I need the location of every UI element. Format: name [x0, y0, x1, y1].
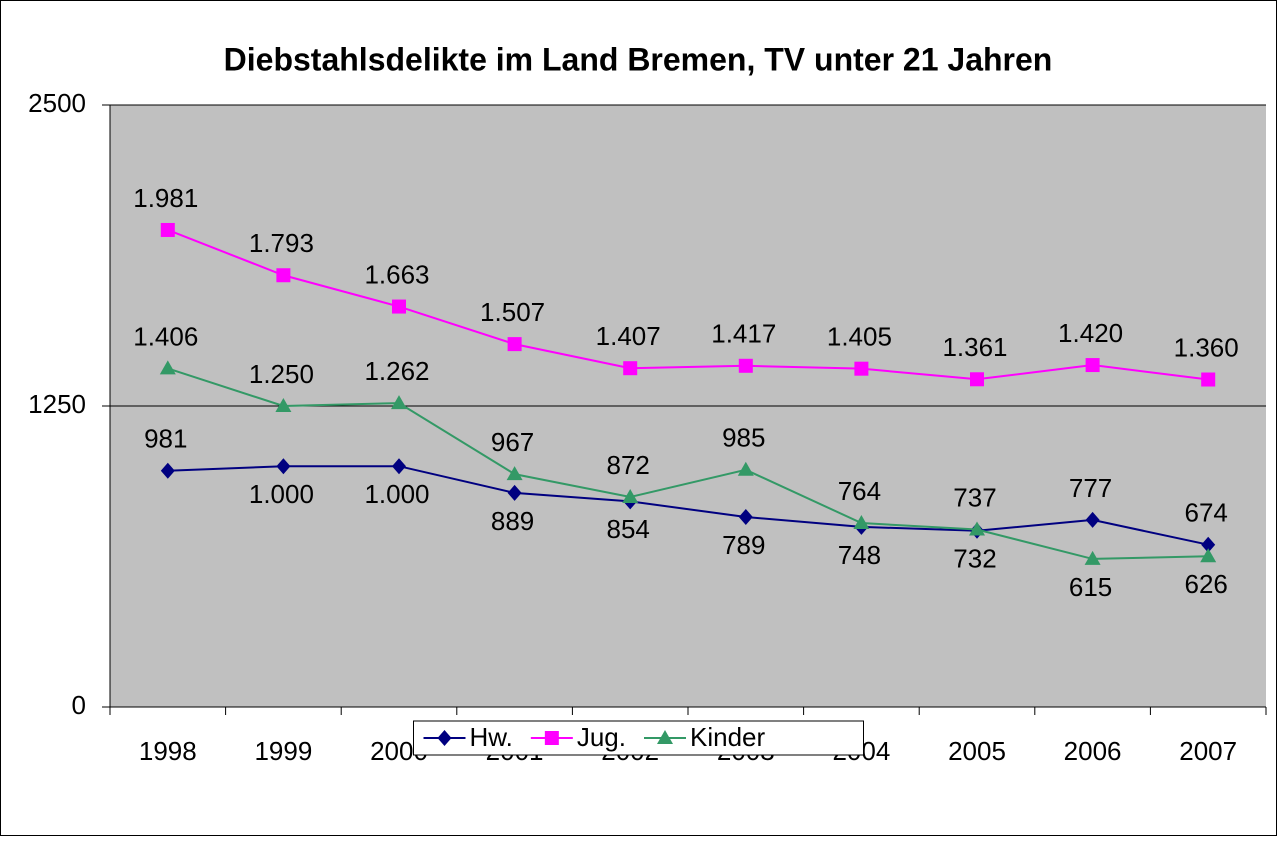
marker	[738, 358, 753, 373]
data-label: 789	[722, 530, 765, 560]
data-label: 626	[1185, 569, 1228, 599]
data-label: 1.250	[249, 359, 314, 389]
data-label: 1.793	[249, 228, 314, 258]
y-tick-label: 2500	[28, 88, 86, 118]
marker	[1200, 548, 1217, 563]
marker	[622, 489, 639, 504]
marker	[160, 462, 175, 479]
data-label: 1.262	[364, 356, 429, 386]
series-line	[167, 229, 1209, 381]
marker	[1085, 511, 1100, 528]
series	[160, 222, 1216, 387]
data-label: 854	[607, 514, 650, 544]
x-tick-label: 2005	[948, 736, 1006, 766]
marker	[507, 484, 522, 501]
x-tick-label: 2006	[1064, 736, 1122, 766]
marker	[854, 361, 869, 376]
x-tick-label: 1999	[254, 736, 312, 766]
data-label: 872	[607, 450, 650, 480]
marker	[275, 398, 292, 412]
data-label: 1.405	[827, 322, 892, 352]
legend-label: Kinder	[690, 722, 765, 752]
marker	[969, 521, 985, 536]
marker	[507, 337, 522, 352]
data-label: 967	[491, 427, 534, 457]
data-label: 764	[838, 476, 881, 506]
marker	[970, 372, 984, 387]
data-label: 1.000	[364, 479, 429, 509]
marker	[392, 299, 406, 314]
marker	[1201, 536, 1216, 553]
data-label: 737	[953, 482, 996, 512]
marker	[276, 458, 291, 475]
data-label: 732	[953, 544, 996, 574]
data-label: 1.507	[480, 297, 545, 327]
series-line	[167, 367, 1209, 560]
data-label: 748	[838, 540, 881, 570]
legend-label: Jug.	[577, 722, 626, 752]
legend-box	[413, 720, 864, 756]
marker	[623, 361, 638, 376]
data-label: 1.420	[1058, 318, 1123, 348]
data-label: 985	[722, 423, 765, 453]
marker	[853, 515, 870, 530]
marker	[738, 509, 753, 526]
y-tick-label: 1250	[28, 389, 86, 419]
series	[160, 458, 1216, 553]
y-tick-label: 0	[72, 690, 86, 720]
data-label: 674	[1185, 498, 1228, 528]
marker	[391, 395, 407, 410]
data-label: 1.000	[249, 479, 314, 509]
series	[159, 360, 1217, 565]
marker	[392, 458, 406, 475]
marker	[544, 731, 559, 745]
marker	[737, 461, 754, 476]
data-label: 1.417	[711, 319, 776, 349]
marker	[437, 730, 452, 746]
marker	[276, 268, 291, 283]
chart-title: Diebstahlsdelikte im Land Bremen, TV unt…	[224, 41, 1053, 77]
legend-label: Hw.	[470, 722, 513, 752]
data-label: 1.663	[364, 259, 429, 289]
marker	[1085, 358, 1100, 373]
data-label: 777	[1069, 473, 1112, 503]
data-label: 1.406	[133, 321, 198, 351]
series-line	[167, 465, 1209, 546]
marker	[657, 730, 673, 744]
marker	[506, 466, 523, 481]
marker	[1084, 550, 1101, 565]
data-label: 1.981	[133, 183, 198, 213]
marker	[159, 360, 176, 375]
x-tick-label: 1998	[139, 736, 197, 766]
marker	[1201, 372, 1216, 387]
marker	[160, 222, 175, 237]
data-label: 615	[1069, 572, 1112, 602]
data-label: 981	[144, 424, 187, 454]
data-label: 1.360	[1174, 332, 1239, 362]
x-tick-label: 2007	[1179, 736, 1237, 766]
data-label: 1.407	[596, 321, 661, 351]
data-label: 889	[491, 506, 534, 536]
data-label: 1.361	[942, 332, 1007, 362]
